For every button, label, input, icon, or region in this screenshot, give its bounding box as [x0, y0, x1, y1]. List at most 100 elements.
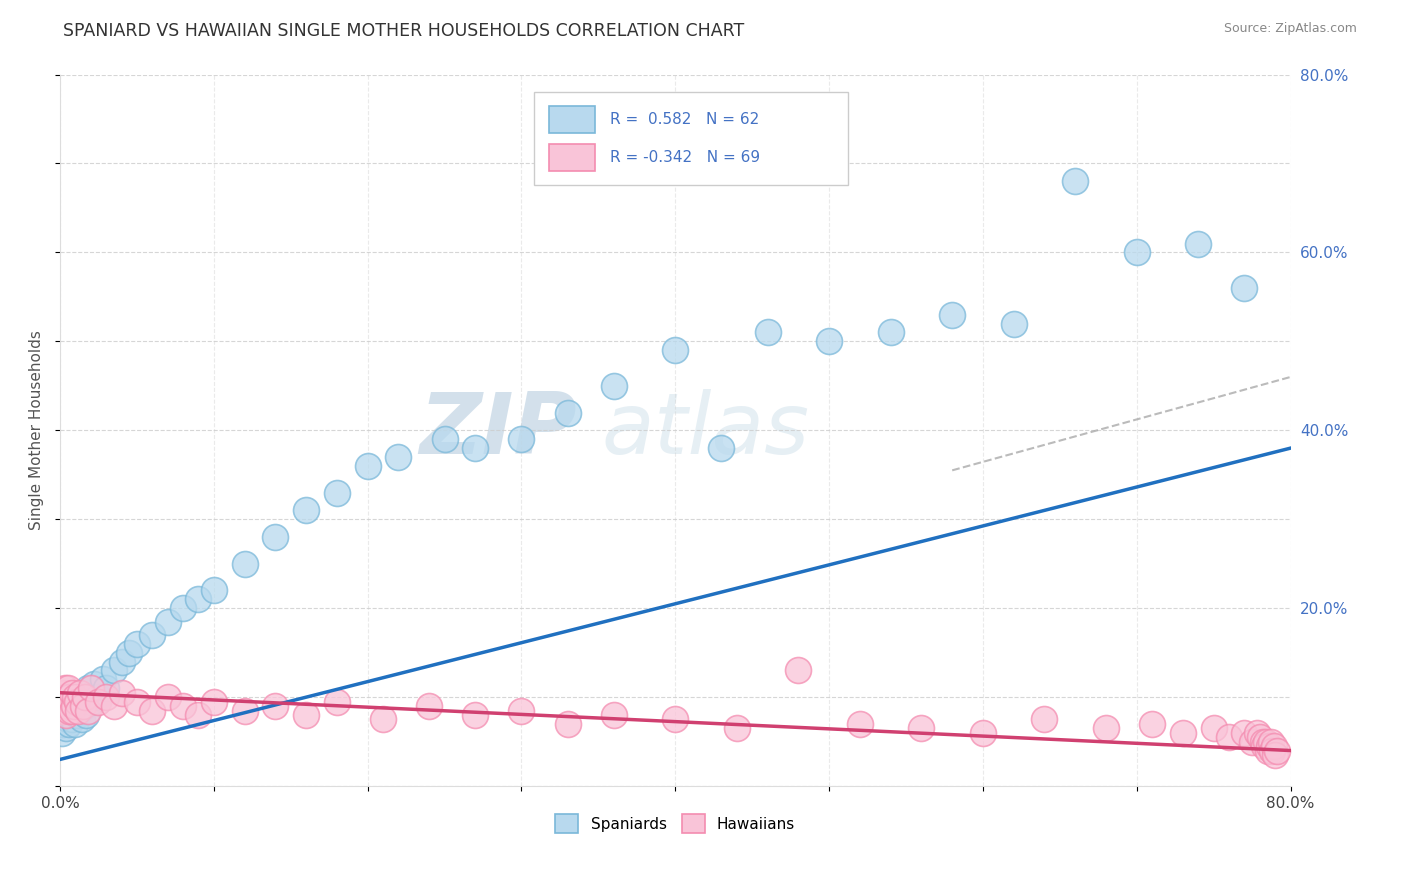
Point — [172, 699, 194, 714]
Point — [125, 695, 148, 709]
Point — [1171, 725, 1194, 739]
Point — [1202, 721, 1225, 735]
Point — [65, 690, 87, 705]
Text: R = -0.342   N = 69: R = -0.342 N = 69 — [610, 150, 761, 165]
Point — [510, 432, 533, 446]
FancyBboxPatch shape — [534, 92, 848, 185]
Point — [1233, 725, 1256, 739]
Point — [1257, 743, 1279, 757]
Point — [118, 646, 141, 660]
Point — [156, 615, 179, 629]
Point — [603, 708, 626, 723]
Point — [52, 699, 75, 714]
Point — [725, 721, 748, 735]
Point — [65, 699, 87, 714]
Point — [187, 592, 209, 607]
Point — [87, 690, 110, 705]
Point — [53, 708, 76, 723]
Point — [52, 704, 75, 718]
Point — [1241, 734, 1264, 748]
Point — [53, 681, 76, 696]
Point — [1264, 747, 1286, 762]
Point — [371, 713, 394, 727]
Point — [1218, 730, 1240, 744]
Point — [172, 601, 194, 615]
Point — [387, 450, 409, 464]
Point — [56, 695, 79, 709]
Point — [818, 334, 841, 349]
Point — [141, 704, 163, 718]
Point — [1095, 721, 1118, 735]
Text: SPANIARD VS HAWAIIAN SINGLE MOTHER HOUSEHOLDS CORRELATION CHART: SPANIARD VS HAWAIIAN SINGLE MOTHER HOUSE… — [63, 22, 745, 40]
Text: ZIP: ZIP — [419, 389, 576, 472]
Point — [202, 583, 225, 598]
Point — [75, 708, 97, 723]
Point — [76, 704, 98, 718]
Text: R =  0.582   N = 62: R = 0.582 N = 62 — [610, 112, 759, 127]
Point — [110, 686, 132, 700]
Point — [59, 690, 82, 705]
Point — [1126, 245, 1149, 260]
Point — [418, 699, 440, 714]
Point — [1187, 236, 1209, 251]
Point — [56, 699, 79, 714]
Point — [464, 441, 486, 455]
Point — [52, 686, 75, 700]
Point — [295, 503, 318, 517]
Point — [326, 485, 349, 500]
Point — [972, 725, 994, 739]
Point — [1064, 174, 1087, 188]
Point — [72, 695, 94, 709]
Point — [941, 308, 963, 322]
Point — [58, 690, 80, 705]
Point — [710, 441, 733, 455]
Point — [65, 716, 87, 731]
Point — [56, 681, 79, 696]
Point — [60, 713, 83, 727]
Point — [91, 673, 114, 687]
Point — [1253, 739, 1275, 753]
Point — [141, 628, 163, 642]
Point — [55, 708, 77, 723]
Point — [1254, 734, 1277, 748]
Point — [603, 379, 626, 393]
Point — [756, 326, 779, 340]
Point — [464, 708, 486, 723]
Point — [80, 695, 103, 709]
Point — [103, 664, 125, 678]
Point — [110, 655, 132, 669]
Point — [73, 690, 96, 705]
Point — [1002, 317, 1025, 331]
Y-axis label: Single Mother Households: Single Mother Households — [30, 330, 44, 530]
Point — [787, 664, 810, 678]
Point — [69, 686, 91, 700]
Point — [125, 637, 148, 651]
Point — [51, 725, 73, 739]
Point — [60, 695, 83, 709]
Legend: Spaniards, Hawaiians: Spaniards, Hawaiians — [550, 808, 801, 839]
Point — [849, 716, 872, 731]
Point — [1233, 281, 1256, 295]
Point — [87, 695, 110, 709]
Point — [557, 405, 579, 419]
Point — [53, 690, 76, 705]
Point — [433, 432, 456, 446]
Point — [60, 704, 83, 718]
Point — [96, 690, 118, 705]
Point — [63, 699, 86, 714]
Point — [264, 699, 287, 714]
Point — [67, 690, 90, 705]
Point — [55, 704, 77, 718]
Point — [56, 713, 79, 727]
Point — [664, 713, 686, 727]
Bar — [548, 106, 595, 133]
Point — [58, 716, 80, 731]
Point — [55, 721, 77, 735]
Point — [59, 695, 82, 709]
Point — [326, 695, 349, 709]
Point — [58, 704, 80, 718]
Point — [70, 713, 93, 727]
Point — [80, 681, 103, 696]
Point — [72, 699, 94, 714]
Point — [58, 699, 80, 714]
